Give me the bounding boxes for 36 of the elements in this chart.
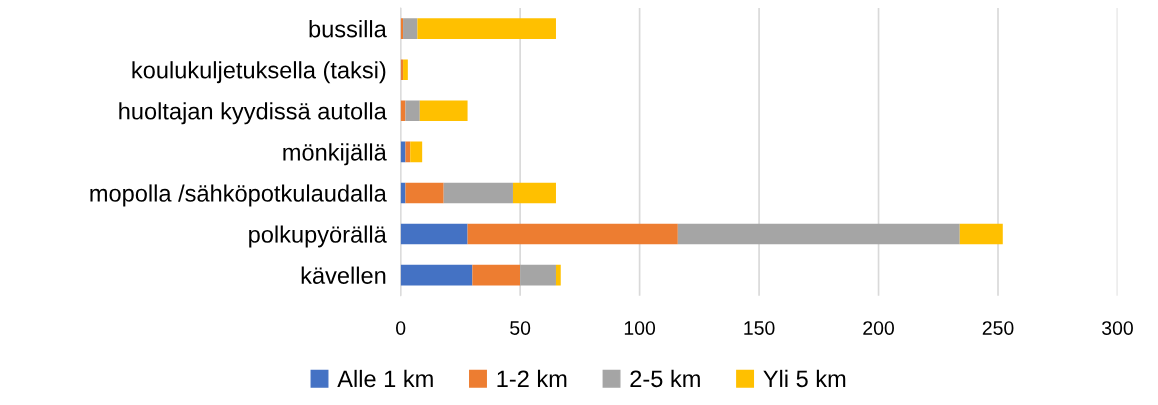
bar bbox=[443, 182, 513, 204]
legend-label: 2-5 km bbox=[630, 369, 700, 388]
x-tick-label: 100 bbox=[624, 321, 656, 335]
bar bbox=[405, 100, 420, 122]
bar bbox=[520, 264, 556, 286]
bar bbox=[410, 141, 423, 163]
bar bbox=[405, 141, 411, 163]
bar bbox=[677, 223, 960, 245]
y-tick-label: mopolla /sähköpotkulaudalla bbox=[90, 184, 387, 207]
legend-label: Yli 5 km bbox=[763, 369, 846, 388]
bar bbox=[467, 223, 678, 245]
y-tick-label: kävellen bbox=[301, 266, 386, 284]
x-tick-label: 250 bbox=[982, 321, 1014, 335]
x-tick-label: 150 bbox=[744, 321, 775, 335]
bar bbox=[403, 59, 408, 80]
y-tick-label: huoltajan kyydissä autolla bbox=[119, 102, 387, 125]
bar bbox=[959, 223, 1003, 245]
bar bbox=[472, 264, 521, 286]
bar bbox=[403, 18, 418, 39]
y-tick-label: polkupyörällä bbox=[249, 225, 387, 248]
y-tick-label: mönkijällä bbox=[283, 143, 387, 166]
x-tick-label: 200 bbox=[863, 321, 894, 335]
legend-label: Alle 1 km bbox=[337, 369, 433, 388]
bar bbox=[419, 100, 468, 122]
legend-label: 1-2 km bbox=[497, 369, 567, 387]
bar bbox=[512, 182, 556, 204]
bar bbox=[400, 223, 468, 245]
y-tick-label: koulukuljetuksella (taksi) bbox=[132, 61, 386, 84]
bar bbox=[405, 182, 444, 204]
bar bbox=[555, 264, 561, 286]
x-tick-label: 50 bbox=[510, 321, 531, 335]
x-tick-label: 0 bbox=[396, 321, 406, 335]
x-tick-label: 300 bbox=[1101, 321, 1133, 335]
bar bbox=[400, 264, 473, 286]
bar bbox=[417, 18, 556, 39]
y-tick-label: bussilla bbox=[309, 20, 387, 38]
